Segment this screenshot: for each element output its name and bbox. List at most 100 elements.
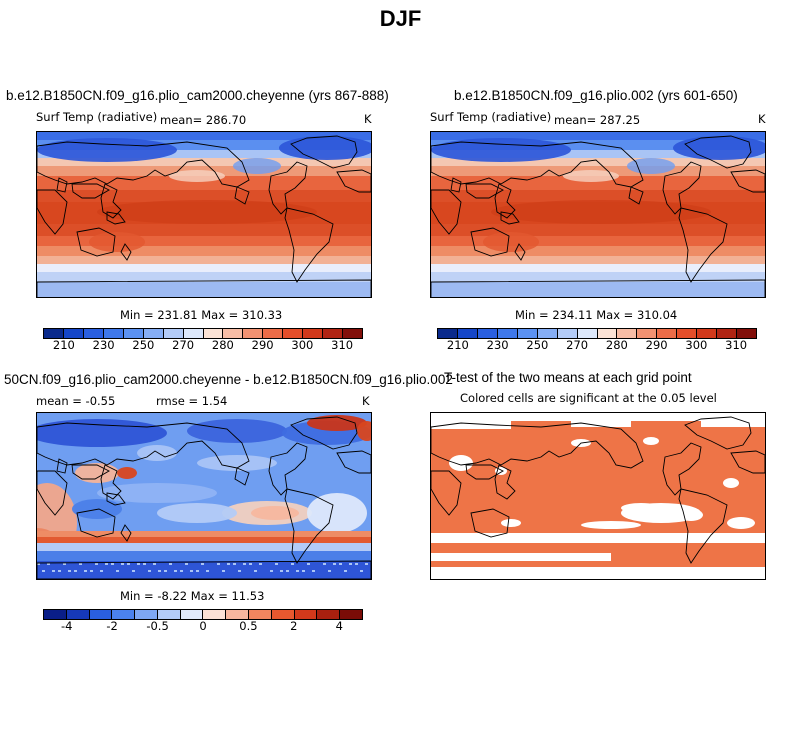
coastline [37, 560, 371, 579]
colorbar-swatch [44, 610, 67, 619]
panel-c-case-title: 50CN.f09_g16.plio_cam2000.cheyenne - b.e… [4, 372, 453, 387]
colorbar-tick-label: 270 [172, 338, 195, 352]
colorbar-tick-label: 0.5 [239, 619, 258, 633]
coastline [684, 135, 752, 169]
coastline [336, 450, 371, 474]
colorbar-swatch [83, 329, 104, 338]
panel-a-case-title: b.e12.B1850CN.f09_g16.plio_cam2000.cheye… [6, 88, 389, 103]
coastline [730, 169, 765, 193]
coastline [730, 450, 765, 474]
colorbar-swatch [89, 610, 113, 619]
colorbar-swatch [203, 610, 227, 619]
colorbar-swatch [343, 329, 362, 338]
colorbar-tick-label: 210 [52, 338, 75, 352]
colorbar-swatch [438, 329, 458, 338]
colorbar-swatch [557, 329, 578, 338]
panel-c-minmax: Min = -8.22 Max = 11.53 [120, 589, 265, 603]
coastline [290, 135, 358, 169]
coastline [431, 422, 644, 469]
coastline [336, 169, 371, 193]
colorbar-swatch [243, 329, 264, 338]
coastline [465, 464, 504, 480]
panel-a-map [36, 131, 372, 298]
panel-c-rmse: rmse = 1.54 [156, 394, 228, 408]
coastline [431, 279, 765, 297]
colorbar-swatch [112, 610, 136, 619]
panel-a-minmax: Min = 231.81 Max = 310.33 [120, 308, 283, 322]
panel-c-map [36, 412, 372, 580]
colorbar-swatch [737, 329, 756, 338]
coastline [628, 186, 644, 205]
coastline [234, 467, 250, 486]
colorbar-swatch [135, 610, 158, 619]
colorbar-swatch [183, 329, 204, 338]
coastline [431, 141, 644, 188]
coastline [684, 416, 752, 450]
colorbar-swatch [294, 610, 318, 619]
colorbar-swatch [617, 329, 638, 338]
coastline [37, 422, 250, 469]
colorbar-swatch [477, 329, 498, 338]
coastline [37, 279, 371, 297]
colorbar-swatch [223, 329, 244, 338]
panel-b-case-title: b.e12.B1850CN.f09_g16.plio.002 (yrs 601-… [454, 88, 738, 103]
colorbar-tick-label: 230 [486, 338, 509, 352]
colorbar-tick-label: 2 [290, 619, 298, 633]
colorbar-tick-label: 280 [605, 338, 628, 352]
panel-a-mean: mean= 286.70 [160, 113, 247, 127]
coastline [71, 464, 110, 480]
colorbar-tick-label: 250 [132, 338, 155, 352]
coastline [678, 207, 728, 283]
colorbar-swatch [63, 329, 84, 338]
colorbar-tick-label: 290 [645, 338, 668, 352]
colorbar-swatch [717, 329, 738, 338]
coastline [76, 508, 116, 538]
coastline [678, 488, 728, 564]
panel-a-variable: Surf Temp (radiative) [36, 110, 158, 124]
coastline [37, 141, 250, 188]
colorbar-swatch [317, 610, 341, 619]
coastline [268, 161, 308, 215]
panel-a-colorbar [43, 328, 363, 339]
colorbar-swatch [457, 329, 478, 338]
coastline [662, 442, 702, 496]
coastline [514, 243, 526, 261]
colorbar-tick-label: -2 [106, 619, 118, 633]
panel-b-variable: Surf Temp (radiative) [430, 110, 552, 124]
colorbar-swatch [537, 329, 558, 338]
coastline [662, 161, 702, 215]
coastline [71, 183, 110, 199]
colorbar-swatch [637, 329, 658, 338]
coastline [37, 189, 68, 235]
coastline [284, 488, 334, 564]
colorbar-swatch [283, 329, 304, 338]
colorbar-swatch [163, 329, 184, 338]
panel-c-colorbar [43, 609, 363, 620]
colorbar-swatch [271, 610, 295, 619]
panel-d-title: T-test of the two means at each grid poi… [444, 370, 692, 385]
colorbar-tick-label: 270 [566, 338, 589, 352]
coastline [76, 227, 116, 257]
coastline [494, 464, 516, 500]
coastline [120, 524, 132, 542]
colorbar-tick-label: 280 [211, 338, 234, 352]
panel-a-colorbar-ticks: 210 230 250 270 280 290 300 310 [43, 338, 363, 352]
coastline [56, 458, 68, 474]
colorbar-swatch [44, 329, 64, 338]
figure-title: DJF [379, 6, 422, 31]
colorbar-swatch [517, 329, 538, 338]
colorbar-tick-label: 210 [446, 338, 469, 352]
colorbar-tick-label: 300 [291, 338, 314, 352]
panel-b-map [430, 131, 766, 298]
colorbar-swatch [226, 610, 250, 619]
coastline [431, 470, 462, 516]
colorbar-swatch [263, 329, 284, 338]
coastline [56, 177, 68, 193]
colorbar-swatch [677, 329, 698, 338]
colorbar-tick-label: 0 [199, 619, 207, 633]
panel-d-subtitle: Colored cells are significant at the 0.0… [460, 391, 717, 405]
colorbar-swatch [123, 329, 144, 338]
panel-a-units: K [364, 112, 372, 126]
panel-c-colorbar-ticks: -4 -2 -0.5 0 0.5 2 4 [43, 619, 363, 633]
colorbar-swatch [497, 329, 518, 338]
